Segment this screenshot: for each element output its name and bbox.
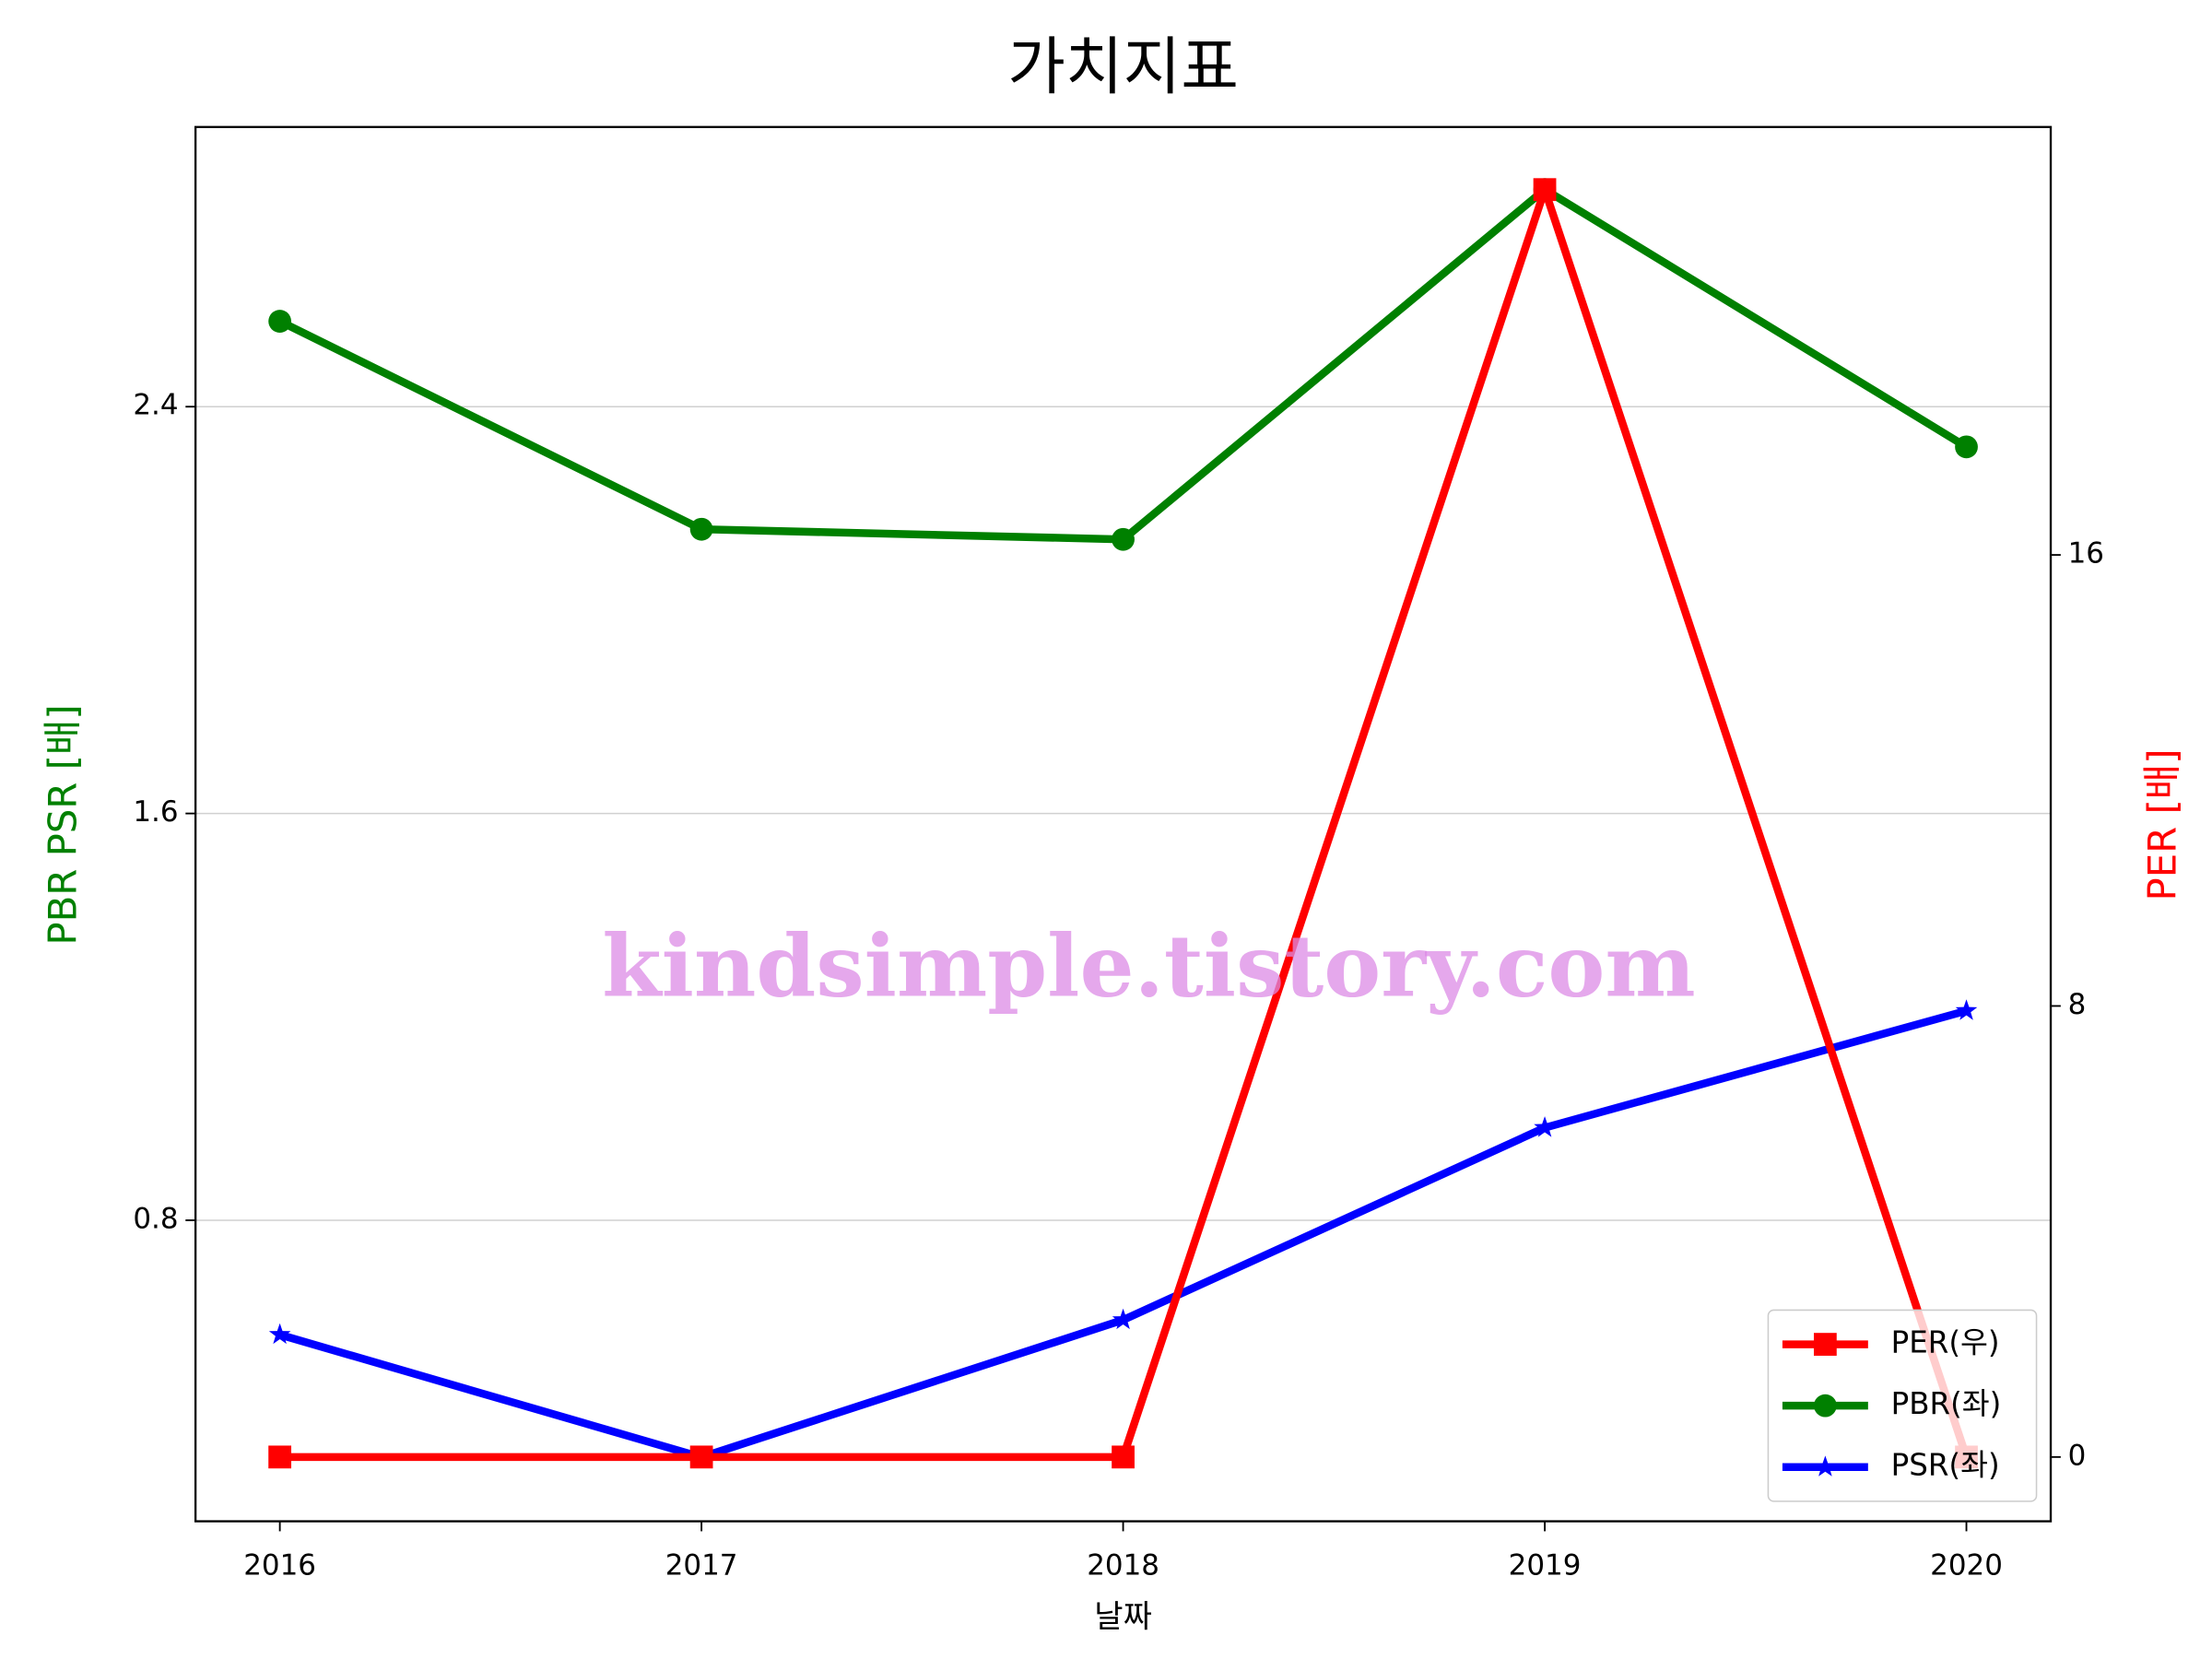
legend-marker [1814, 1455, 1837, 1477]
marker [1955, 435, 1978, 459]
watermark: kindsimple.tistory.com [602, 915, 1695, 1016]
marker [268, 1445, 292, 1469]
legend-label: PBR(좌) [1891, 1386, 2002, 1421]
marker [689, 1445, 713, 1469]
legend-marker [1814, 1394, 1837, 1418]
marker [1112, 1445, 1135, 1469]
x-tick-label: 2017 [665, 1549, 738, 1583]
x-tick-label: 2018 [1087, 1549, 1159, 1583]
y2-tick-label: 0 [2068, 1439, 2087, 1472]
y-tick-label: 2.4 [133, 389, 178, 422]
x-tick-label: 2019 [1509, 1549, 1582, 1583]
marker [1534, 1116, 1556, 1137]
y2-tick-label: 8 [2068, 988, 2087, 1021]
x-tick-label: 2020 [1930, 1549, 2003, 1583]
marker [1112, 527, 1135, 551]
marker [1112, 1308, 1135, 1330]
y-tick-label: 0.8 [133, 1202, 178, 1235]
legend-marker [1814, 1333, 1837, 1356]
marker [268, 1323, 291, 1345]
y2-axis-label: PER [배] [2139, 748, 2184, 900]
y2-tick-label: 16 [2068, 537, 2104, 571]
marker [689, 517, 713, 541]
x-tick-label: 2016 [243, 1549, 316, 1583]
legend-box [1767, 1309, 2038, 1502]
legend-label: PSR(좌) [1891, 1448, 2000, 1483]
marker [1533, 178, 1557, 202]
x-axis-label: 날짜 [1094, 1598, 1152, 1635]
y-tick-label: 1.6 [133, 795, 178, 829]
y-axis-label: PBR PSR [배] [41, 704, 86, 945]
plot-frame [194, 125, 2053, 1523]
marker [1955, 999, 1978, 1020]
legend-label: PER(우) [1891, 1325, 2000, 1360]
chart-title: 가치지표 [1007, 31, 1239, 104]
marker [268, 310, 292, 333]
